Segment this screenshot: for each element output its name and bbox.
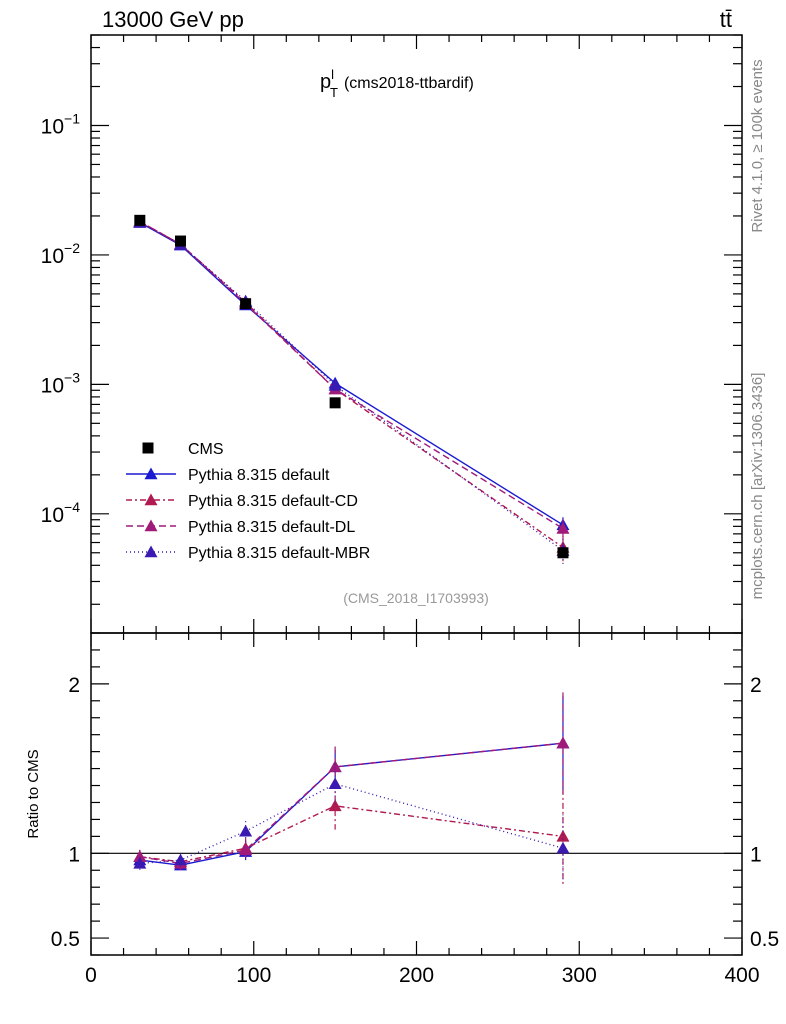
legend-label-data: CMS: [188, 441, 224, 458]
data-point: [557, 547, 569, 559]
series-line-ratio: [139, 783, 564, 865]
series-line-main: [139, 220, 564, 548]
x-tick-label: 400: [724, 964, 759, 987]
title-sup: l: [331, 67, 334, 82]
legend-label: Pythia 8.315 default-CD: [188, 493, 358, 510]
energy-label: 13000 GeV pp: [102, 7, 244, 32]
series-2: [133, 215, 570, 871]
legend-marker: [144, 545, 158, 558]
legend: CMS Pythia 8.315 default Pythia 8.315 defa…: [126, 441, 370, 562]
ratio-y-tick-label-right: 0.5: [750, 928, 779, 951]
series-line-ratio: [139, 742, 564, 865]
data-layer: [134, 214, 569, 559]
y-tick-label: 10−2: [41, 240, 81, 268]
series-line-ratio: [139, 742, 564, 866]
legend-marker: [144, 493, 158, 506]
ratio-y-tick-label: 1: [68, 843, 80, 866]
ratio-y-tick-label: 2: [68, 674, 80, 697]
series-ratio-point: [239, 824, 253, 837]
ratio-y-tick-label: 0.5: [51, 928, 80, 951]
series-point: [328, 378, 342, 391]
x-tick-label: 0: [85, 964, 97, 987]
y-tick-label: 10−3: [41, 369, 81, 397]
analysis-id: (CMS_2018_I1703993): [343, 590, 489, 606]
data-point: [240, 298, 252, 310]
data-point: [134, 214, 146, 226]
legend-marker: [144, 467, 158, 480]
legend-label: Pythia 8.315 default: [188, 467, 330, 484]
series-ratio-point: [328, 777, 342, 790]
x-tick-label: 300: [562, 964, 597, 987]
series-ratio-point: [556, 829, 570, 842]
title-main: p: [320, 71, 331, 93]
x-tick-label: 100: [236, 964, 271, 987]
ratio-y-tick-label-right: 1: [750, 843, 762, 866]
series-ratio-point: [328, 760, 342, 773]
series-ratio-point: [133, 850, 147, 862]
series-ratio-point: [556, 841, 570, 854]
ratio-panel-frame: [90, 632, 743, 956]
x-tick-label: 200: [399, 964, 434, 987]
legend-marker: [144, 519, 158, 532]
ratio-y-tick-label-right: 2: [750, 674, 762, 697]
series-ratio-point: [556, 736, 570, 749]
mcplots-label: mcplots.cern.ch [arXiv:1306.3436]: [749, 373, 766, 600]
series-ratio-point: [328, 799, 342, 812]
y-tick-label: 10−4: [41, 499, 81, 527]
legend-label: Pythia 8.315 default-MBR: [188, 545, 370, 562]
title-rest: (cms2018-ttbardif): [344, 75, 474, 92]
main-panel-frame: [90, 34, 743, 634]
axis-ticks: 0 100 200 300 400 10−4 10−3 10−2 10−1 0.5 0.5 1 1 2 2: [41, 34, 779, 987]
legend-marker-data: [142, 442, 154, 454]
series-0: [133, 216, 570, 871]
y-tick-label: 10−1: [41, 110, 81, 138]
data-point: [329, 397, 341, 409]
series-ratio-point: [133, 856, 147, 869]
series-point: [556, 521, 570, 534]
plot-title: pl T (cms2018-ttbardif): [320, 67, 474, 100]
series-ratio-point: [239, 843, 253, 856]
ratio-axis-label: Ratio to CMS: [25, 749, 42, 838]
series-ratio-point: [174, 853, 188, 866]
rivet-version-label: Rivet 4.1.0, ≥ 100k events: [749, 59, 766, 232]
title-sub: T: [330, 85, 338, 100]
legend-label: Pythia 8.315 default-DL: [188, 519, 355, 536]
data-point: [175, 235, 187, 247]
process-label: tt̄: [720, 7, 732, 32]
